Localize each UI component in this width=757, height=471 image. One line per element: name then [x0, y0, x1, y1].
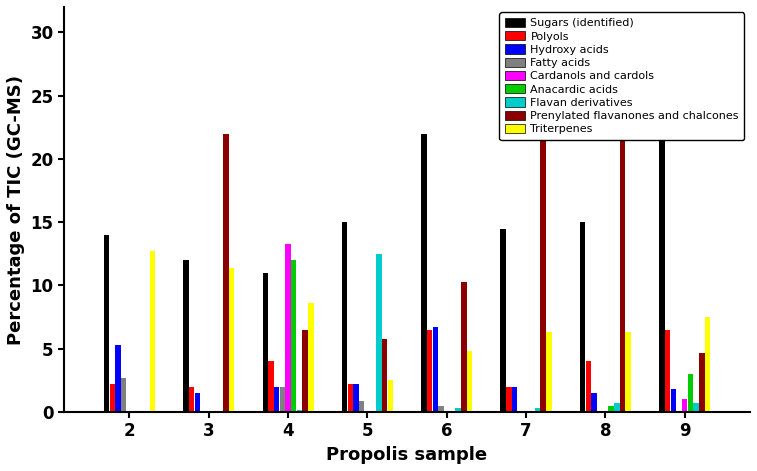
Bar	[540, 81, 546, 412]
Bar	[671, 390, 676, 412]
Y-axis label: Percentage of TIC (GC-MS): Percentage of TIC (GC-MS)	[7, 74, 25, 344]
Bar	[354, 384, 359, 412]
Bar	[382, 339, 388, 412]
Bar	[263, 273, 268, 412]
Bar	[438, 406, 444, 412]
Bar	[189, 387, 195, 412]
X-axis label: Propolis sample: Propolis sample	[326, 446, 488, 464]
Bar	[580, 222, 585, 412]
Bar	[150, 252, 155, 412]
Bar	[303, 330, 308, 412]
Bar	[279, 387, 285, 412]
Bar	[347, 384, 353, 412]
Legend: Sugars (identified), Polyols, Hydroxy acids, Fatty acids, Cardanols and cardols,: Sugars (identified), Polyols, Hydroxy ac…	[500, 13, 744, 140]
Bar	[620, 28, 625, 412]
Bar	[274, 387, 279, 412]
Bar	[546, 333, 552, 412]
Bar	[359, 401, 364, 412]
Bar	[467, 351, 472, 412]
Bar	[609, 406, 614, 412]
Bar	[427, 330, 432, 412]
Bar	[183, 260, 188, 412]
Bar	[693, 403, 699, 412]
Bar	[285, 244, 291, 412]
Bar	[342, 222, 347, 412]
Bar	[421, 134, 427, 412]
Bar	[585, 361, 591, 412]
Bar	[388, 381, 393, 412]
Bar	[291, 260, 297, 412]
Bar	[115, 345, 120, 412]
Bar	[534, 408, 540, 412]
Bar	[432, 327, 438, 412]
Bar	[223, 134, 229, 412]
Bar	[614, 403, 619, 412]
Bar	[121, 378, 126, 412]
Bar	[665, 330, 670, 412]
Bar	[625, 333, 631, 412]
Bar	[699, 353, 705, 412]
Bar	[195, 393, 200, 412]
Bar	[591, 393, 597, 412]
Bar	[297, 410, 302, 412]
Bar	[308, 303, 313, 412]
Bar	[376, 254, 382, 412]
Bar	[268, 361, 273, 412]
Bar	[229, 268, 235, 412]
Bar	[659, 83, 665, 412]
Bar	[506, 387, 512, 412]
Bar	[456, 408, 461, 412]
Bar	[461, 282, 466, 412]
Bar	[687, 374, 693, 412]
Bar	[500, 228, 506, 412]
Bar	[512, 387, 517, 412]
Bar	[705, 317, 710, 412]
Bar	[104, 235, 109, 412]
Bar	[110, 384, 115, 412]
Bar	[682, 399, 687, 412]
